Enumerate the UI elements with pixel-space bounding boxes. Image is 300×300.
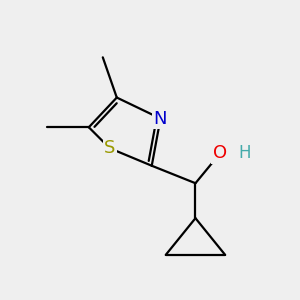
Text: S: S: [104, 139, 116, 157]
Text: H: H: [238, 145, 251, 163]
Text: O: O: [213, 145, 227, 163]
Text: N: N: [154, 110, 167, 128]
